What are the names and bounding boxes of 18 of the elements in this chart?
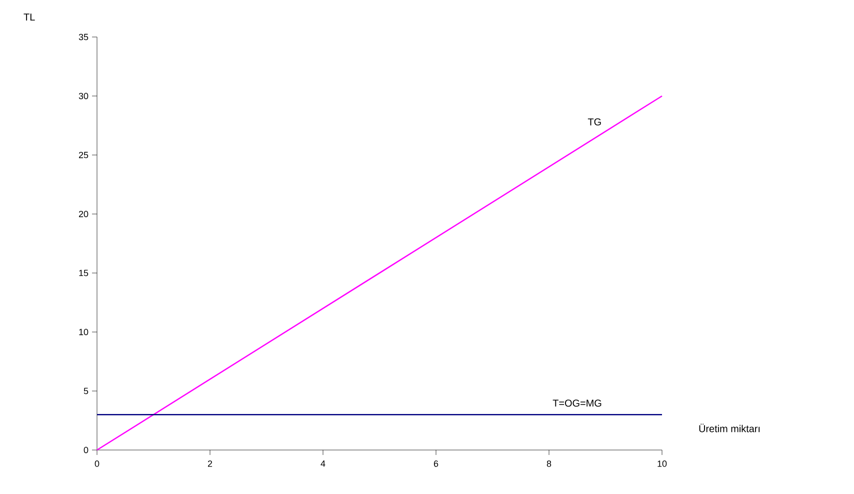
- series-label: T=OG=MG: [552, 400, 602, 407]
- y-tick-label: 20: [78, 210, 88, 218]
- x-axis-title: Üretim miktarı: [699, 424, 760, 432]
- x-tick-label: 2: [208, 460, 212, 467]
- y-tick-label: 35: [78, 34, 88, 40]
- y-tick-label: 10: [79, 328, 88, 336]
- series-label: TG: [588, 118, 601, 126]
- x-tick-label: 4: [320, 460, 326, 467]
- x-tick-label: 6: [434, 460, 438, 467]
- y-tick-label: 25: [78, 152, 88, 158]
- y-tick-label: 5: [84, 388, 88, 394]
- y-tick-label: 0: [84, 446, 88, 454]
- y-axis-title: TL: [24, 14, 35, 20]
- y-tick-label: 30: [78, 92, 88, 100]
- x-tick-label: 0: [94, 460, 100, 467]
- x-tick-label: 8: [546, 460, 552, 467]
- y-tick-label: 15: [79, 270, 88, 276]
- x-tick-label: 10: [658, 460, 667, 467]
